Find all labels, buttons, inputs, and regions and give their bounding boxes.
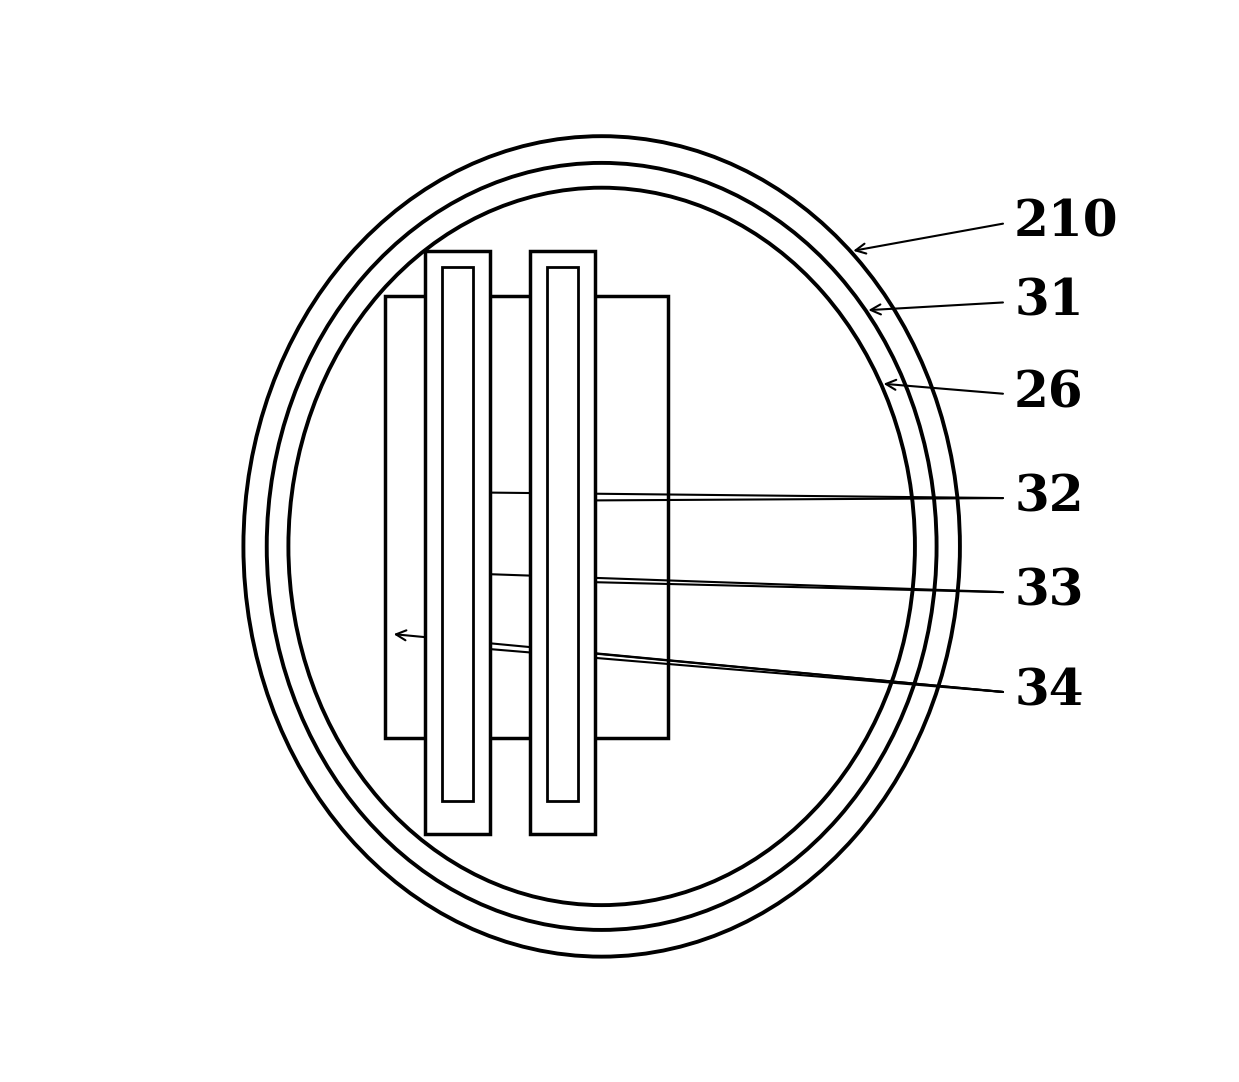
Text: 210: 210 [1014,199,1119,248]
Text: 33: 33 [1014,568,1084,617]
Text: 32: 32 [1014,474,1084,523]
Bar [441,267,473,801]
Text: 31: 31 [1014,278,1084,327]
Text: 34: 34 [1014,668,1084,716]
Bar [546,267,579,801]
Bar [425,251,489,834]
Bar [385,296,668,738]
Text: 26: 26 [1014,369,1084,419]
Bar [530,251,595,834]
